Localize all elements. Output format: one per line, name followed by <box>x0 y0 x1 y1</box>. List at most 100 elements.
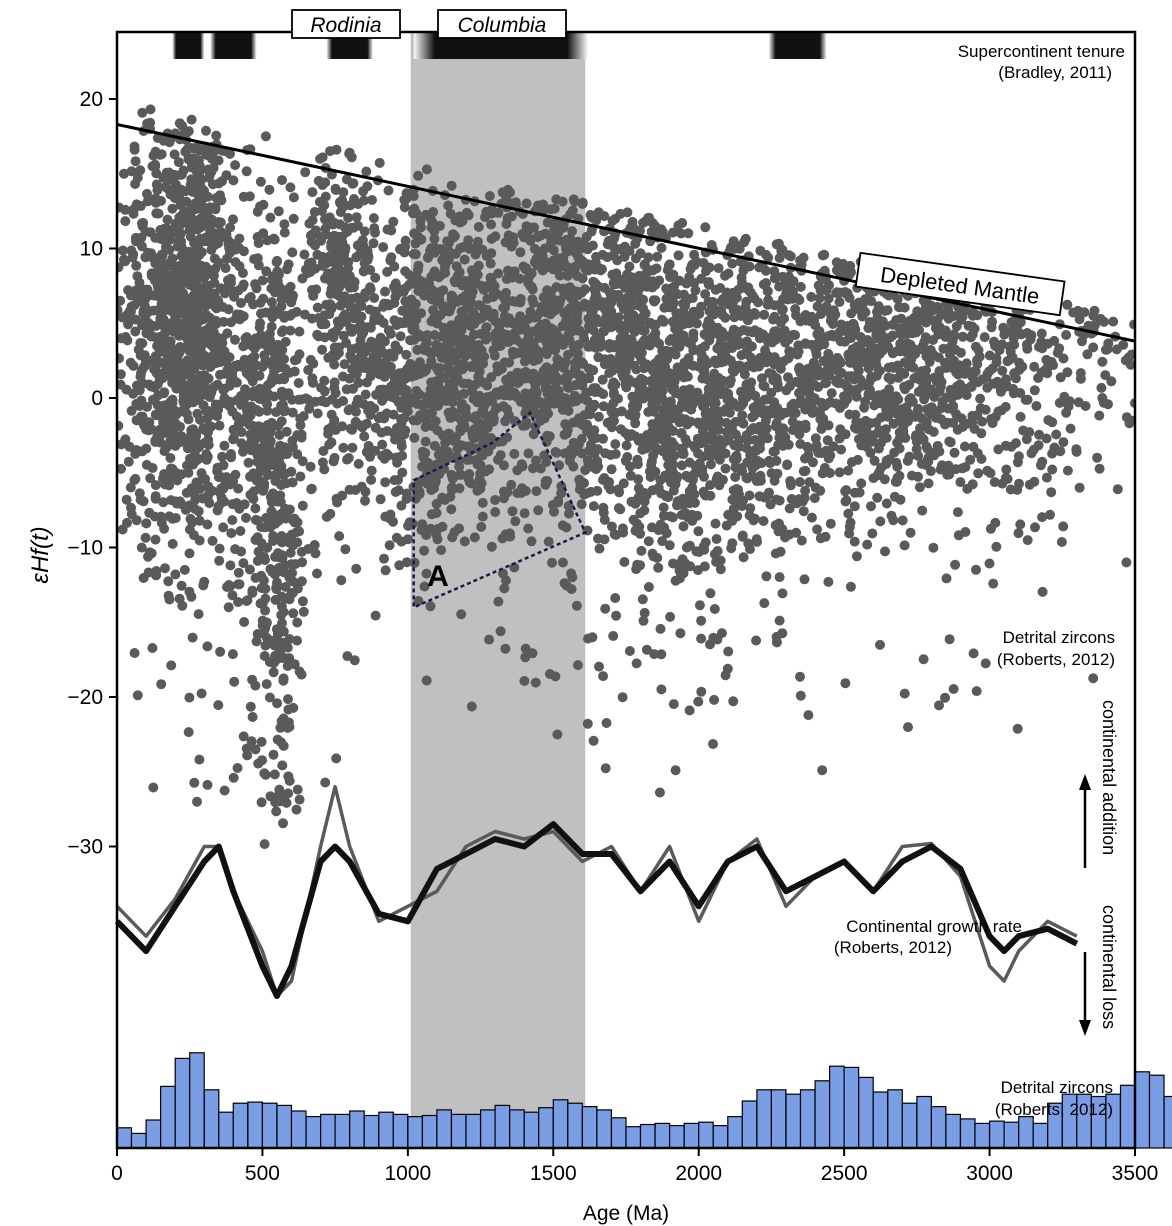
scatter-point <box>720 404 731 415</box>
scatter-point <box>373 413 384 424</box>
scatter-point <box>477 511 488 522</box>
scatter-point <box>120 216 131 227</box>
scatter-point <box>385 348 396 359</box>
scatter-point <box>167 538 178 549</box>
scatter-point <box>276 416 287 427</box>
scatter-point <box>772 468 783 479</box>
scatter-point <box>279 219 290 230</box>
scatter-point <box>438 301 449 312</box>
scatter-point <box>364 304 375 315</box>
scatter-point <box>523 272 534 283</box>
scatter-point <box>550 345 561 356</box>
scatter-point <box>845 260 856 271</box>
scatter-point <box>410 299 421 309</box>
scatter-point <box>359 431 370 442</box>
scatter-point <box>591 460 602 471</box>
scatter-point <box>591 342 601 353</box>
scatter-point <box>221 170 232 181</box>
scatter-point <box>840 496 851 507</box>
scatter-point <box>876 437 887 448</box>
scatter-point <box>661 283 672 294</box>
scatter-point <box>779 333 789 344</box>
scatter-point <box>676 460 687 471</box>
scatter-point <box>566 584 577 595</box>
scatter-point <box>800 465 811 476</box>
scatter-point <box>880 546 890 557</box>
scatter-point <box>230 544 241 555</box>
scatter-point <box>631 364 642 375</box>
scatter-point <box>606 464 617 475</box>
scatter-point <box>472 485 483 496</box>
scatter-point <box>283 694 293 705</box>
scatter-point <box>178 396 189 407</box>
scatter-point <box>182 381 193 392</box>
scatter-point <box>214 420 225 431</box>
scatter-point <box>308 290 319 301</box>
scatter-point <box>439 494 450 505</box>
scatter-point <box>415 222 426 233</box>
scatter-point <box>202 493 213 504</box>
scatter-point <box>424 278 434 289</box>
scatter-point <box>258 485 269 496</box>
scatter-point <box>170 439 181 450</box>
scatter-point <box>716 305 727 316</box>
scatter-point <box>815 485 826 496</box>
scatter-point <box>296 546 307 557</box>
scatter-point <box>167 203 178 214</box>
scatter-point <box>344 373 355 384</box>
scatter-point <box>416 399 427 410</box>
scatter-point <box>714 480 725 491</box>
scatter-point <box>177 217 188 228</box>
scatter-point <box>351 307 362 318</box>
scatter-point <box>253 238 264 249</box>
scatter-point <box>751 534 762 545</box>
scatter-point <box>285 182 296 193</box>
scatter-point <box>148 394 158 405</box>
scatter-point <box>167 377 178 388</box>
scatter-point <box>309 540 320 550</box>
scatter-point <box>134 401 145 411</box>
scatter-point <box>848 327 859 338</box>
scatter-point <box>610 379 621 390</box>
scatter-point <box>586 212 597 223</box>
scatter-point <box>375 494 386 505</box>
scatter-point <box>170 311 181 322</box>
scatter-point <box>521 198 532 209</box>
scatter-point <box>463 378 474 389</box>
scatter-point <box>429 247 440 258</box>
scatter-point <box>538 366 549 377</box>
scatter-point <box>282 722 293 733</box>
scatter-point <box>393 485 404 496</box>
scatter-point <box>684 486 695 497</box>
scatter-point <box>320 214 330 225</box>
scatter-point <box>815 533 826 544</box>
scatter-point <box>175 421 185 432</box>
scatter-point <box>264 443 275 454</box>
scatter-point <box>686 260 697 271</box>
scatter-point <box>315 153 326 164</box>
scatter-point <box>500 237 511 248</box>
scatter-point <box>707 406 718 417</box>
scatter-point <box>573 378 584 389</box>
scatter-point <box>393 344 404 355</box>
scatter-point <box>726 543 737 554</box>
scatter-point <box>648 320 659 331</box>
scatter-point <box>739 237 750 248</box>
scatter-point <box>180 146 191 157</box>
scatter-point <box>866 296 877 307</box>
scatter-point <box>409 432 420 443</box>
scatter-point <box>264 184 275 195</box>
scatter-point <box>193 281 203 292</box>
scatter-point <box>750 435 760 445</box>
scatter-point <box>248 468 259 479</box>
scatter-point <box>432 534 443 545</box>
scatter-point <box>455 243 466 254</box>
scatter-point <box>567 226 578 237</box>
scatter-point <box>279 354 290 365</box>
scatter-point <box>150 491 161 502</box>
scatter-point <box>421 415 432 426</box>
scatter-point <box>218 316 229 327</box>
scatter-point <box>798 506 809 517</box>
scatter-point <box>575 370 586 381</box>
scatter-point <box>723 509 734 520</box>
